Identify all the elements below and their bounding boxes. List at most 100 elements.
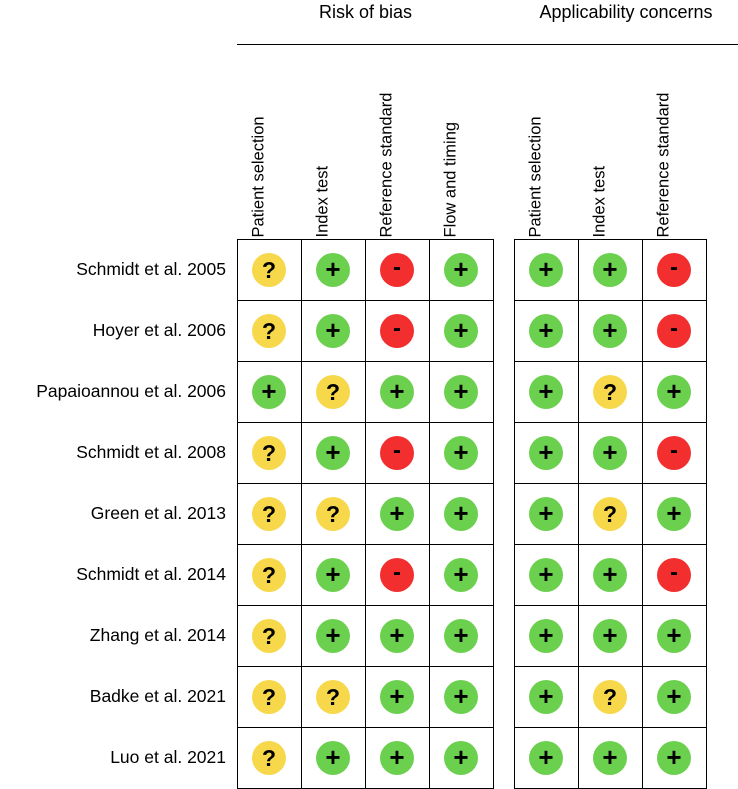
- high-risk-badge: -: [657, 313, 691, 348]
- low-risk-badge: +: [316, 435, 350, 470]
- study-label: Hoyer et al. 2006: [92, 319, 226, 340]
- rating-cell: +: [643, 728, 707, 789]
- low-risk-badge: +: [657, 679, 691, 714]
- unclear-risk-badge: ?: [593, 496, 627, 531]
- unclear-risk-badge: ?: [593, 679, 627, 714]
- low-risk-badge: +: [657, 740, 691, 775]
- rating-cell: +: [579, 545, 643, 606]
- high-risk-badge: -: [380, 252, 414, 287]
- low-risk-badge: +: [316, 313, 350, 348]
- rating-cell: +: [430, 728, 494, 789]
- rating-cell: +: [515, 545, 579, 606]
- rating-cell: +: [366, 728, 430, 789]
- low-risk-badge: +: [444, 374, 478, 409]
- rating-cell: -: [366, 240, 430, 301]
- rating-cell: +: [579, 728, 643, 789]
- rating-cell: +: [302, 728, 366, 789]
- risk-of-bias-title: Risk of bias: [318, 2, 413, 22]
- low-risk-badge: +: [529, 496, 563, 531]
- rating-cell: +: [579, 240, 643, 301]
- rating-cell: +: [430, 545, 494, 606]
- low-risk-badge: +: [444, 557, 478, 592]
- column-header: Patient selection: [526, 116, 545, 238]
- rating-cell: +: [366, 362, 430, 423]
- low-risk-badge: +: [593, 313, 627, 348]
- low-risk-badge: +: [529, 313, 563, 348]
- rating-cell: +: [515, 423, 579, 484]
- low-risk-badge: +: [593, 740, 627, 775]
- unclear-risk-badge: ?: [316, 679, 350, 714]
- low-risk-badge: +: [593, 435, 627, 470]
- low-risk-badge: +: [529, 740, 563, 775]
- rating-cell: +: [430, 240, 494, 301]
- low-risk-badge: +: [380, 374, 414, 409]
- rating-cell: +: [238, 362, 302, 423]
- column-header: Reference standard: [377, 92, 396, 238]
- high-risk-badge: -: [657, 557, 691, 592]
- applicability-concerns-title: Applicability concerns: [539, 2, 713, 22]
- rating-cell: +: [430, 484, 494, 545]
- low-risk-badge: +: [444, 496, 478, 531]
- high-risk-badge: -: [380, 313, 414, 348]
- low-risk-badge: +: [593, 618, 627, 653]
- low-risk-badge: +: [444, 435, 478, 470]
- rating-cell: ?: [302, 484, 366, 545]
- study-label: Zhang et al. 2014: [89, 624, 226, 645]
- rating-cell: ?: [238, 301, 302, 362]
- low-risk-badge: +: [657, 374, 691, 409]
- low-risk-badge: +: [529, 435, 563, 470]
- unclear-risk-badge: ?: [316, 496, 350, 531]
- unclear-risk-badge: ?: [593, 374, 627, 409]
- rating-cell: +: [643, 484, 707, 545]
- rating-cell: ?: [238, 240, 302, 301]
- column-header: Index test: [590, 165, 609, 238]
- study-label: Schmidt et al. 2014: [76, 563, 226, 584]
- low-risk-badge: +: [316, 618, 350, 653]
- rating-cell: +: [515, 301, 579, 362]
- low-risk-badge: +: [316, 557, 350, 592]
- study-label: Schmidt et al. 2005: [76, 258, 226, 279]
- high-risk-badge: -: [380, 557, 414, 592]
- rating-cell: +: [515, 484, 579, 545]
- rating-cell: -: [366, 423, 430, 484]
- unclear-risk-badge: ?: [252, 313, 286, 348]
- low-risk-badge: +: [529, 557, 563, 592]
- low-risk-badge: +: [444, 618, 478, 653]
- rating-cell: +: [366, 667, 430, 728]
- unclear-risk-badge: ?: [252, 618, 286, 653]
- rating-cell: +: [515, 362, 579, 423]
- low-risk-badge: +: [380, 496, 414, 531]
- low-risk-badge: +: [316, 252, 350, 287]
- low-risk-badge: +: [252, 374, 286, 409]
- low-risk-badge: +: [380, 740, 414, 775]
- rating-cell: ?: [238, 484, 302, 545]
- low-risk-badge: +: [593, 557, 627, 592]
- low-risk-badge: +: [380, 679, 414, 714]
- study-label: Green et al. 2013: [90, 502, 226, 523]
- rating-cell: +: [643, 606, 707, 667]
- risk-of-bias-grid: [237, 239, 494, 789]
- rating-cell: +: [515, 606, 579, 667]
- study-label: Papaioannou et al. 2006: [36, 380, 226, 401]
- unclear-risk-badge: ?: [252, 252, 286, 287]
- rating-cell: -: [643, 301, 707, 362]
- unclear-risk-badge: ?: [252, 679, 286, 714]
- rating-cell: +: [430, 362, 494, 423]
- low-risk-badge: +: [529, 374, 563, 409]
- rating-cell: -: [643, 545, 707, 606]
- column-header: Patient selection: [249, 116, 268, 238]
- low-risk-badge: +: [316, 740, 350, 775]
- low-risk-badge: +: [444, 740, 478, 775]
- rating-cell: -: [643, 423, 707, 484]
- rating-cell: +: [643, 667, 707, 728]
- rating-cell: +: [302, 545, 366, 606]
- rating-cell: ?: [302, 362, 366, 423]
- low-risk-badge: +: [529, 252, 563, 287]
- unclear-risk-badge: ?: [252, 740, 286, 775]
- rating-cell: +: [302, 240, 366, 301]
- header-rule: [237, 44, 738, 45]
- rating-cell: +: [643, 362, 707, 423]
- rating-cell: +: [366, 484, 430, 545]
- column-header: Reference standard: [654, 92, 673, 238]
- rating-cell: +: [430, 301, 494, 362]
